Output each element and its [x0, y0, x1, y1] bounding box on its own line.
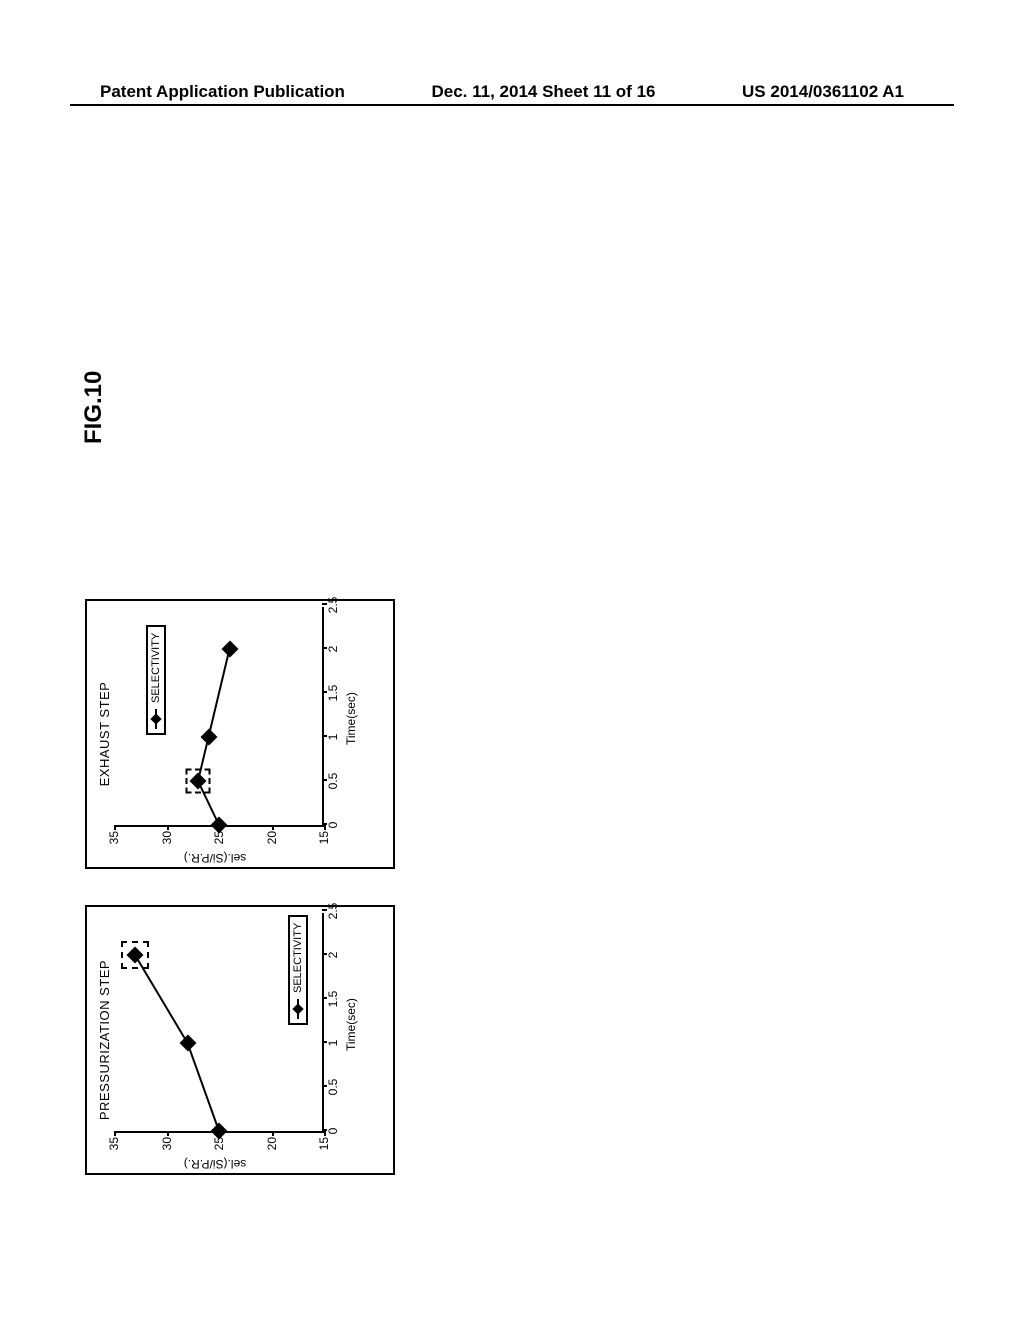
header-right: US 2014/0361102 A1 — [742, 82, 904, 102]
x-axis-label: Time(sec) — [344, 692, 358, 745]
x-tick: 2.5 — [326, 903, 340, 920]
y-axis-label: sel.(Si/P.R.) — [184, 1157, 246, 1171]
legend: SELECTIVITY — [288, 915, 308, 1025]
page-header: Patent Application Publication Dec. 11, … — [0, 82, 1024, 102]
header-rule — [70, 104, 954, 106]
y-tick: 35 — [107, 1137, 121, 1161]
figure-label: FIG.10 — [80, 371, 108, 444]
panel-title-left: PRESSURIZATION STEP — [97, 917, 112, 1163]
plot-right: 152025303500.511.522.5sel.(Si/P.R.)Time(… — [114, 607, 324, 827]
x-tick: 0 — [326, 1128, 340, 1135]
y-tick: 20 — [265, 831, 279, 855]
y-tick: 20 — [265, 1137, 279, 1161]
legend-label: SELECTIVITY — [150, 633, 162, 703]
x-tick: 0.5 — [326, 773, 340, 790]
y-axis-label: sel.(Si/P.R.) — [184, 851, 246, 865]
x-axis-label: Time(sec) — [344, 998, 358, 1051]
x-tick: 2.5 — [326, 597, 340, 614]
charts-container: PRESSURIZATION STEP 152025303500.511.522… — [85, 745, 685, 1175]
legend-label: SELECTIVITY — [292, 923, 304, 993]
highlight-box — [121, 941, 149, 969]
y-tick: 30 — [160, 1137, 174, 1161]
y-tick: 15 — [317, 831, 331, 855]
x-tick: 2 — [326, 646, 340, 653]
x-tick: 2 — [326, 952, 340, 959]
highlight-box — [186, 769, 211, 794]
panel-exhaust: EXHAUST STEP 152025303500.511.522.5sel.(… — [85, 599, 395, 869]
x-tick: 0 — [326, 822, 340, 829]
panel-title-right: EXHAUST STEP — [97, 611, 112, 857]
x-tick: 0.5 — [326, 1079, 340, 1096]
x-tick: 1 — [326, 734, 340, 741]
panel-pressurization: PRESSURIZATION STEP 152025303500.511.522… — [85, 905, 395, 1175]
plot-left: 152025303500.511.522.5sel.(Si/P.R.)Time(… — [114, 913, 324, 1133]
x-tick: 1.5 — [326, 991, 340, 1008]
y-tick: 30 — [160, 831, 174, 855]
legend-marker — [297, 999, 299, 1019]
header-left: Patent Application Publication — [100, 82, 345, 102]
x-tick: 1 — [326, 1040, 340, 1047]
legend: SELECTIVITY — [146, 625, 166, 735]
y-tick: 35 — [107, 831, 121, 855]
legend-marker — [155, 709, 157, 729]
y-tick: 15 — [317, 1137, 331, 1161]
x-tick: 1.5 — [326, 685, 340, 702]
header-center: Dec. 11, 2014 Sheet 11 of 16 — [432, 82, 656, 102]
